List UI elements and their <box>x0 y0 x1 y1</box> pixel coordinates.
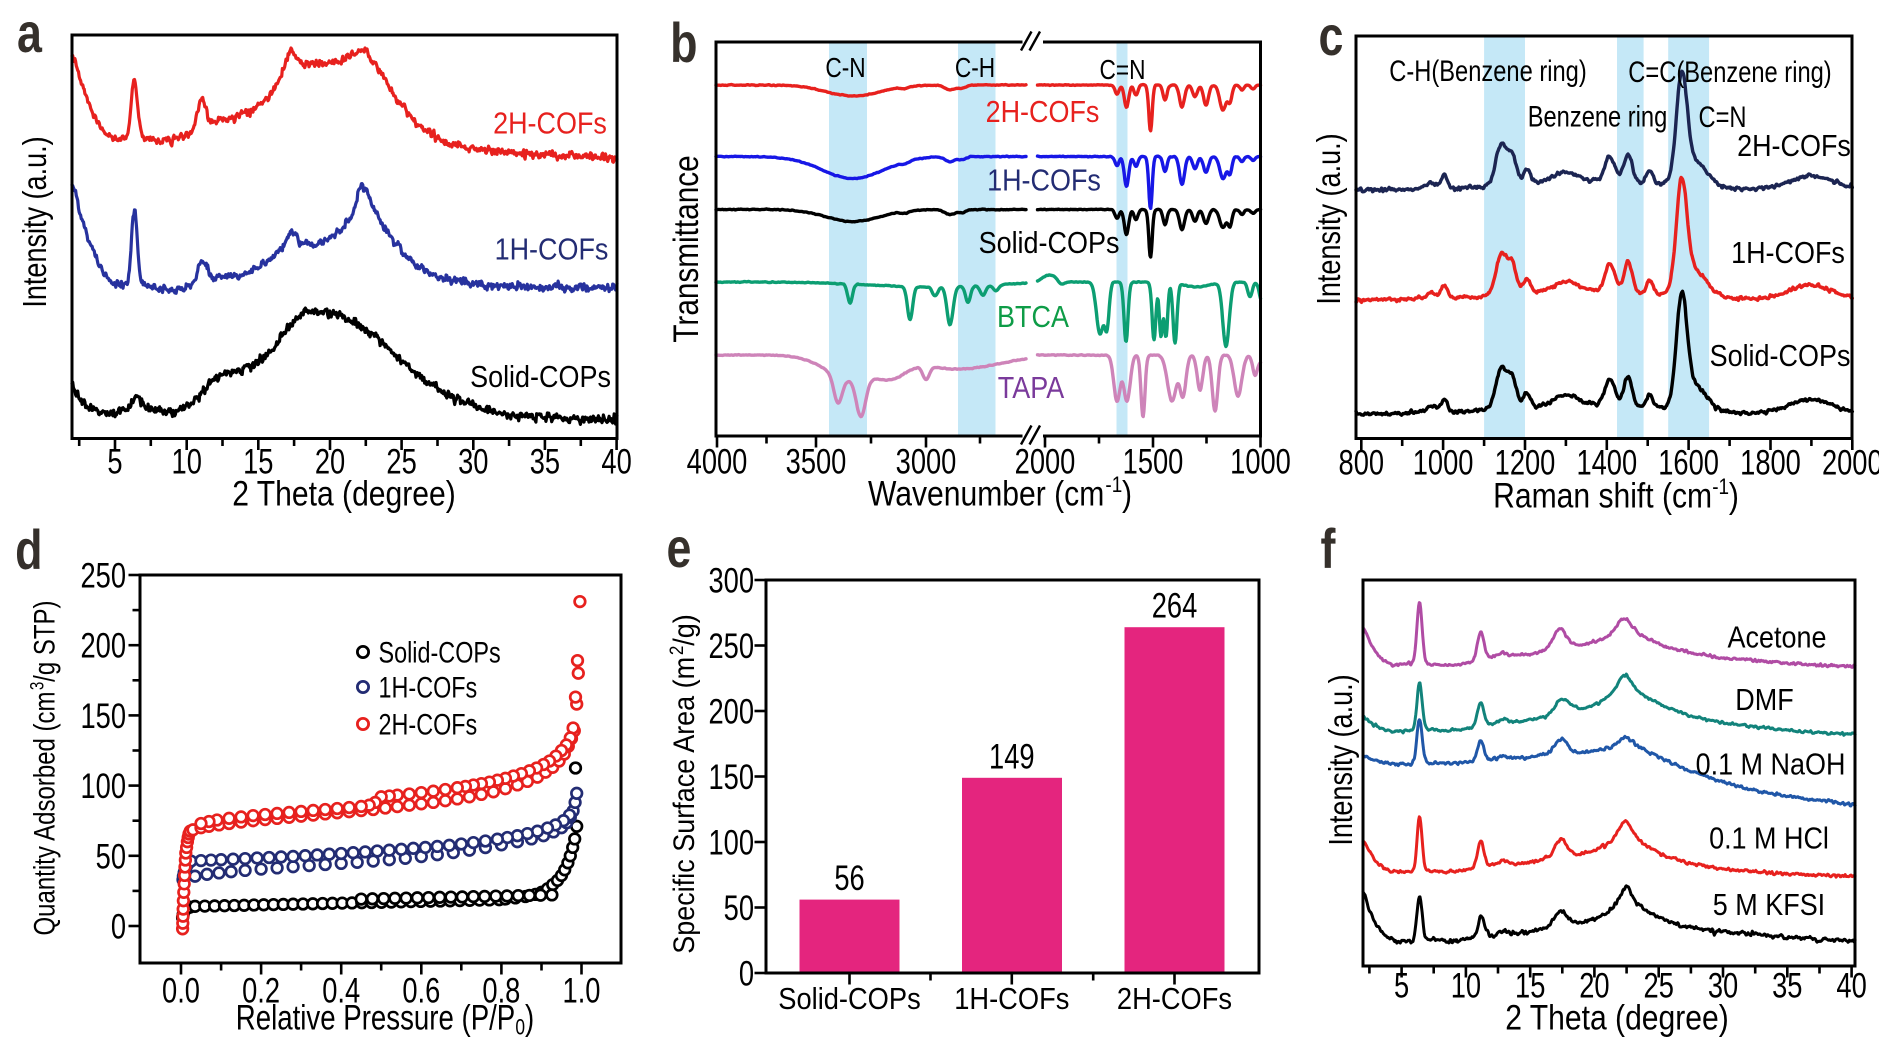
svg-text:Wavenumber (cm-1): Wavenumber (cm-1) <box>868 473 1132 513</box>
svg-text:C=C(Benzene ring): C=C(Benzene ring) <box>1628 56 1831 89</box>
svg-text:200: 200 <box>708 692 754 731</box>
svg-text:C-H(Benzene ring): C-H(Benzene ring) <box>1389 55 1586 88</box>
svg-text:200: 200 <box>80 626 126 665</box>
svg-text:1H-COFs: 1H-COFs <box>379 671 478 704</box>
svg-text:Intensity (a.u.): Intensity (a.u.) <box>1323 674 1359 845</box>
svg-text:0.6: 0.6 <box>402 971 440 1010</box>
svg-text:250: 250 <box>708 627 754 666</box>
svg-text:56: 56 <box>834 859 864 898</box>
svg-text:300: 300 <box>708 561 754 600</box>
svg-text:f: f <box>1321 517 1336 580</box>
svg-text:250: 250 <box>80 556 126 595</box>
svg-text:2H-COFs: 2H-COFs <box>986 95 1100 129</box>
svg-text:5 M KFSI: 5 M KFSI <box>1713 888 1825 922</box>
svg-text:1H-COFs: 1H-COFs <box>954 983 1069 1017</box>
svg-text:0.4: 0.4 <box>322 971 360 1010</box>
svg-text:2 Theta (degree): 2 Theta (degree) <box>232 473 456 513</box>
svg-text:2H-COFs: 2H-COFs <box>493 107 607 141</box>
svg-text:C-H: C-H <box>955 53 995 84</box>
svg-text:C-N: C-N <box>825 53 865 84</box>
svg-text:BTCA: BTCA <box>997 300 1069 334</box>
svg-text:c: c <box>1319 4 1344 67</box>
svg-text:1.0: 1.0 <box>563 971 601 1010</box>
svg-text:Benzene ring: Benzene ring <box>1528 100 1668 133</box>
svg-text:Solid-COPs: Solid-COPs <box>778 983 920 1017</box>
svg-text:25: 25 <box>386 442 416 481</box>
svg-text:20: 20 <box>315 442 345 481</box>
svg-text:e: e <box>667 516 692 579</box>
svg-text:TAPA: TAPA <box>998 371 1065 405</box>
svg-text:30: 30 <box>1708 966 1738 1005</box>
svg-text:Raman shift (cm-1): Raman shift (cm-1) <box>1493 475 1739 515</box>
svg-text:10: 10 <box>1451 966 1481 1005</box>
svg-text:Acetone: Acetone <box>1728 621 1827 655</box>
svg-text:149: 149 <box>989 737 1035 776</box>
svg-text:3000: 3000 <box>896 442 957 481</box>
svg-text:d: d <box>15 518 42 581</box>
svg-text:1000: 1000 <box>1230 442 1291 481</box>
svg-text:Solid-COPs: Solid-COPs <box>1710 339 1851 373</box>
svg-text:0.2: 0.2 <box>242 971 280 1010</box>
svg-text:3500: 3500 <box>786 442 847 481</box>
svg-text:150: 150 <box>80 697 126 736</box>
svg-text:4000: 4000 <box>687 442 748 481</box>
svg-text:Intensity (a.u.): Intensity (a.u.) <box>1311 133 1347 304</box>
svg-text:35: 35 <box>530 442 560 481</box>
svg-text:DMF: DMF <box>1735 683 1793 717</box>
svg-text:2H-COFs: 2H-COFs <box>1117 983 1232 1017</box>
svg-text:0.1 M HCl: 0.1 M HCl <box>1709 822 1829 856</box>
svg-text:1H-COFs: 1H-COFs <box>1731 236 1845 270</box>
svg-text:100: 100 <box>708 823 754 862</box>
svg-text:1H-COFs: 1H-COFs <box>987 164 1101 198</box>
svg-text:50: 50 <box>724 889 754 928</box>
svg-text:20: 20 <box>1579 966 1609 1005</box>
svg-text:40: 40 <box>601 442 631 481</box>
svg-text:40: 40 <box>1836 966 1866 1005</box>
svg-text:a: a <box>17 1 43 64</box>
svg-text:C=N: C=N <box>1698 101 1746 134</box>
svg-text:1400: 1400 <box>1576 443 1637 482</box>
svg-text:1800: 1800 <box>1740 443 1801 482</box>
svg-text:100: 100 <box>80 767 126 806</box>
svg-text:1600: 1600 <box>1658 443 1719 482</box>
svg-text:1H-COFs: 1H-COFs <box>495 233 609 267</box>
svg-text:1500: 1500 <box>1123 442 1184 481</box>
svg-text:0.1 M NaOH: 0.1 M NaOH <box>1696 748 1846 782</box>
svg-text:10: 10 <box>172 442 202 481</box>
svg-text:C=N: C=N <box>1100 55 1146 86</box>
svg-text:35: 35 <box>1772 966 1802 1005</box>
svg-text:2000: 2000 <box>1822 443 1879 482</box>
svg-text:0.8: 0.8 <box>482 971 520 1010</box>
svg-text:800: 800 <box>1339 443 1385 482</box>
svg-text:1200: 1200 <box>1495 443 1556 482</box>
svg-text:0: 0 <box>111 907 126 946</box>
svg-text:0.0: 0.0 <box>162 971 200 1010</box>
svg-text:2 Theta (degree): 2 Theta (degree) <box>1505 997 1729 1037</box>
svg-text:2000: 2000 <box>1015 442 1076 481</box>
svg-text:Solid-COPs: Solid-COPs <box>979 226 1120 260</box>
svg-text:15: 15 <box>243 442 273 481</box>
svg-text:Intensity (a.u.): Intensity (a.u.) <box>17 136 53 307</box>
svg-text:b: b <box>670 11 697 74</box>
svg-text:0: 0 <box>739 954 754 993</box>
svg-text:150: 150 <box>708 758 754 797</box>
svg-text:Quantity Adsorbed (cm3/g STP): Quantity Adsorbed (cm3/g STP) <box>26 601 62 936</box>
svg-text:2H-COFs: 2H-COFs <box>379 708 478 741</box>
svg-text:5: 5 <box>107 442 122 481</box>
svg-text:Solid-COPs: Solid-COPs <box>470 360 611 394</box>
svg-text:50: 50 <box>96 837 126 876</box>
svg-text:1000: 1000 <box>1413 443 1474 482</box>
svg-text:5: 5 <box>1394 966 1409 1005</box>
svg-text:264: 264 <box>1152 586 1198 625</box>
svg-text:25: 25 <box>1644 966 1674 1005</box>
svg-text:Specific Surface Area (m2/g): Specific Surface Area (m2/g) <box>666 614 702 953</box>
svg-text:2H-COFs: 2H-COFs <box>1737 129 1851 163</box>
svg-text:Transmittance: Transmittance <box>667 155 706 342</box>
svg-text:15: 15 <box>1515 966 1545 1005</box>
svg-text:Solid-COPs: Solid-COPs <box>379 636 501 669</box>
svg-text:30: 30 <box>458 442 488 481</box>
svg-text:Relative Pressure (P/P0): Relative Pressure (P/P0) <box>236 997 534 1040</box>
